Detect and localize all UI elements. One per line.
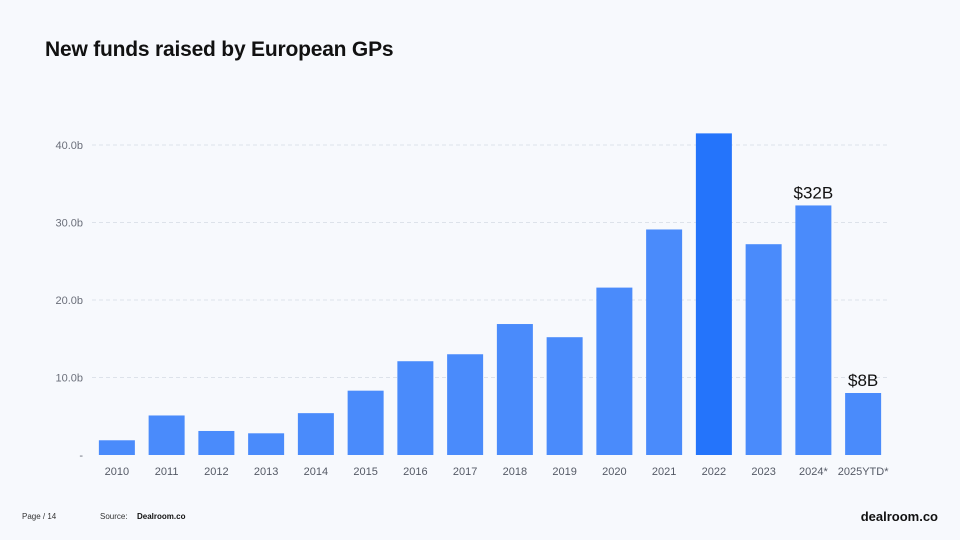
x-tick-label: 2022 <box>702 466 726 478</box>
bar <box>596 287 633 455</box>
page-number: Page / 14 <box>22 512 57 521</box>
chart-title: New funds raised by European GPs <box>45 38 394 61</box>
x-tick-label: 2020 <box>602 466 626 478</box>
x-tick-label: 2021 <box>652 466 676 478</box>
bar <box>546 337 583 455</box>
x-tick-label: 2015 <box>353 466 377 478</box>
source-label: Source: <box>100 512 128 521</box>
bar <box>397 361 434 455</box>
bar <box>248 433 285 455</box>
x-tick-label: 2019 <box>552 466 576 478</box>
x-tick-label: 2017 <box>453 466 477 478</box>
x-tick-label: 2016 <box>403 466 427 478</box>
y-tick-label: 20.0b <box>55 295 83 307</box>
source-name: Dealroom.co <box>137 512 186 521</box>
y-axis-ticks: - 10.0b 20.0b 30.0b 40.0b <box>55 140 83 462</box>
bars <box>98 133 882 455</box>
bar <box>98 440 135 455</box>
x-tick-label: 2023 <box>751 466 775 478</box>
footer: Page / 14 Source: Dealroom.co dealroom.c… <box>0 505 960 535</box>
bar <box>845 393 882 455</box>
x-tick-label: 2011 <box>155 466 179 478</box>
bar <box>646 229 683 455</box>
bar <box>795 205 832 455</box>
data-label: $32B <box>794 183 834 202</box>
bar <box>695 133 732 455</box>
x-tick-label: 2018 <box>503 466 527 478</box>
data-labels: $32B $8B <box>794 183 879 390</box>
bar <box>496 324 533 455</box>
x-tick-label: 2010 <box>105 466 129 478</box>
bar <box>198 430 235 455</box>
bar <box>447 354 484 455</box>
bar <box>148 415 185 455</box>
bar <box>745 244 782 455</box>
x-tick-label: 2013 <box>254 466 278 478</box>
y-tick-label: 30.0b <box>55 218 83 230</box>
y-tick-label: - <box>79 450 83 462</box>
x-tick-label: 2014 <box>304 466 328 478</box>
y-tick-label: 40.0b <box>55 140 83 152</box>
data-label: $8B <box>848 371 878 390</box>
x-tick-label: 2025YTD* <box>838 466 889 478</box>
bar <box>297 413 334 455</box>
x-tick-label: 2024* <box>799 466 828 478</box>
x-axis-ticks: 2010 2011 2012 2013 2014 2015 2016 2017 2018 2019… <box>105 466 890 478</box>
brand-logo: dealroom.co <box>860 509 938 524</box>
bar <box>347 390 384 455</box>
y-tick-label: 10.0b <box>55 373 83 385</box>
x-tick-label: 2012 <box>204 466 228 478</box>
